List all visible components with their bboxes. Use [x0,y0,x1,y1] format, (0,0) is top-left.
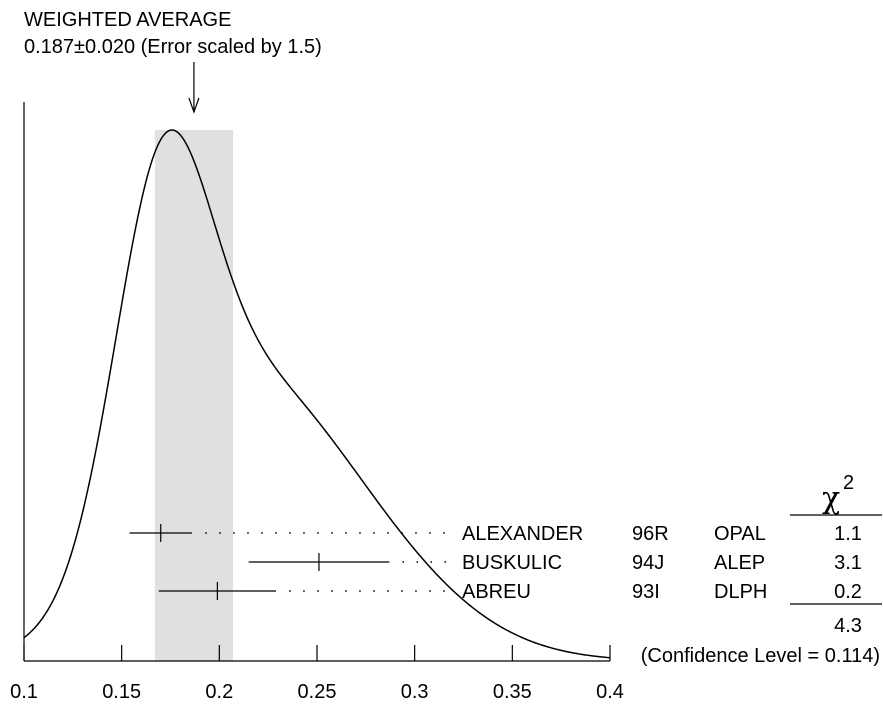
weighted-average-band [154,130,234,661]
x-axis-ticks: 0.1 0.15 0.2 0.25 0.3 0.35 0.4 [10,645,624,703]
leader-dot [247,532,249,534]
leader-dot [415,590,417,592]
measurement-ref: 96R [632,523,669,545]
leader-dot [402,561,405,563]
leader-dot [387,532,389,534]
leader-dot [205,532,207,534]
measurement-experiment: OPAL [714,523,766,545]
x-tick-label: 0.4 [596,681,624,703]
leader-dot [331,532,333,534]
chart-subtitle: 0.187±0.020 (Error scaled by 1.5) [24,36,322,58]
leader-dot [275,532,277,534]
chi2-header: χ [822,481,840,516]
measurement-chi2: 3.1 [834,552,862,574]
x-tick-label: 0.1 [10,681,38,703]
ideogram-curve [23,129,611,659]
chart-title: WEIGHTED AVERAGE [24,9,231,31]
measurement-chi2: 1.1 [834,523,862,545]
leader-dot [401,532,403,534]
measurement-row: BUSKULIC 94J ALEP 3.1 [248,552,862,574]
measurement-chi2: 0.2 [834,581,862,603]
leader-dot [261,532,263,534]
leader-dot [443,590,445,592]
weighted-average-arrow [188,62,200,114]
arrow-head [188,97,200,114]
x-tick-label: 0.2 [205,681,233,703]
measurement-experiment: ALEP [714,552,765,574]
x-tick-label: 0.35 [493,681,532,703]
measurement-row: ABREU 93I DLPH 0.2 [158,581,862,603]
leader-dot [387,590,389,592]
x-tick-label: 0.25 [298,681,337,703]
leader-dot [430,561,433,563]
leader-dot [444,561,447,563]
leader-dot [317,532,319,534]
leader-dot [359,590,361,592]
measurement-ref: 93I [632,581,660,603]
measurement-ref: 94J [632,552,664,574]
measurement-row: ALEXANDER 96R OPAL 1.1 [129,523,862,545]
confidence-level: (Confidence Level = 0.114) [641,645,880,667]
measurement-author: ABREU [462,581,531,603]
leader-dot [416,561,419,563]
x-tick-label: 0.3 [401,681,429,703]
leader-dot [429,590,431,592]
leader-dot [303,590,305,592]
leader-dot [415,532,417,534]
leader-dot [303,532,305,534]
leader-dot [429,532,431,534]
leader-dot [331,590,333,592]
leader-dot [345,590,347,592]
chi2-total: 4.3 [834,615,862,637]
leader-dot [373,590,375,592]
leader-dot [401,590,403,592]
chi2-header-exponent: 2 [843,472,854,494]
measurement-experiment: DLPH [714,581,767,603]
leader-dot [289,532,291,534]
leader-dot [359,532,361,534]
leader-dot [345,532,347,534]
leader-dot [373,532,375,534]
leader-dot [233,532,235,534]
measurement-author: ALEXANDER [462,523,583,545]
measurement-rows: ALEXANDER 96R OPAL 1.1 BUSKULIC 94J ALEP 3.1 ABR… [129,523,862,603]
measurement-author: BUSKULIC [462,552,562,574]
leader-dot [443,532,445,534]
leader-dot [219,532,221,534]
leader-dot [317,590,319,592]
x-tick-label: 0.15 [102,681,141,703]
leader-dot [289,590,291,592]
